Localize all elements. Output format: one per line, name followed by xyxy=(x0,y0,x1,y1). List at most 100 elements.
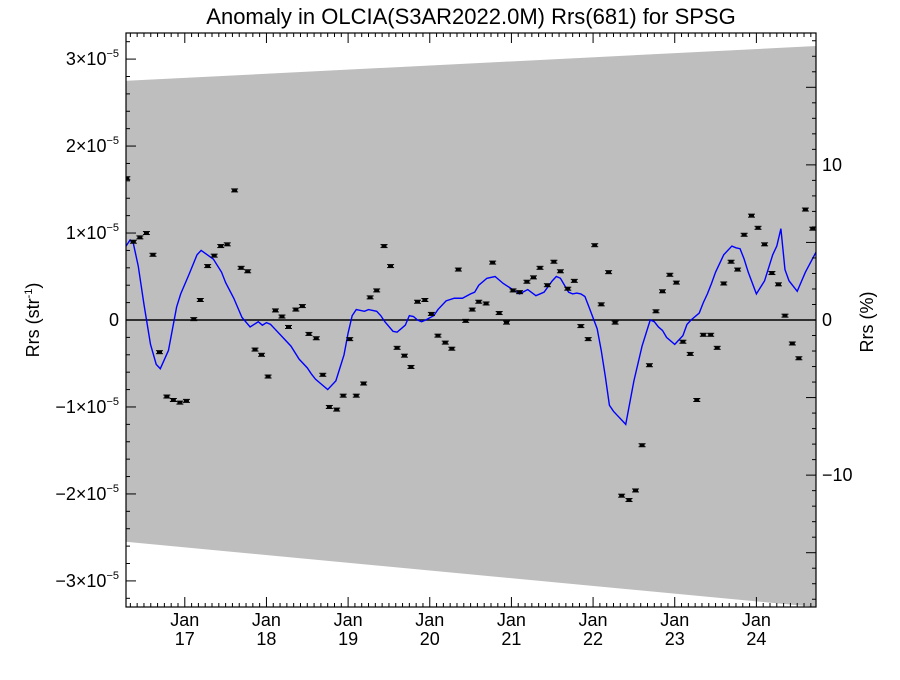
data-point xyxy=(407,364,415,369)
x-tick-label-month: Jan xyxy=(170,610,199,630)
data-point xyxy=(244,269,252,274)
data-point xyxy=(768,271,776,276)
data-point xyxy=(556,269,564,274)
data-point xyxy=(251,347,259,352)
chart-title: Anomaly in OLCIA(S3AR2022.0M) Rrs(681) f… xyxy=(206,4,735,29)
x-tick-label-month: Jan xyxy=(497,610,526,630)
data-point xyxy=(543,283,551,288)
data-point xyxy=(503,320,511,325)
y-tick-label: −3×10−5 xyxy=(55,570,119,591)
x-tick-label-year: 18 xyxy=(256,629,276,649)
x-tick-label-year: 19 xyxy=(338,629,358,649)
data-point xyxy=(529,275,537,280)
data-point xyxy=(393,345,401,350)
data-point xyxy=(809,226,816,231)
data-point xyxy=(136,235,144,240)
data-point xyxy=(720,281,728,286)
data-point xyxy=(734,267,742,272)
data-point xyxy=(754,225,762,230)
data-point xyxy=(210,253,218,258)
data-point xyxy=(516,290,524,295)
data-point xyxy=(325,404,333,409)
data-point xyxy=(577,324,585,329)
data-point xyxy=(284,324,292,329)
data-point xyxy=(264,374,272,379)
data-point xyxy=(693,398,701,403)
data-point xyxy=(632,488,640,493)
x-tick-label-year: 17 xyxy=(175,629,195,649)
y-tick-label: 2×10−5 xyxy=(66,135,119,156)
data-point xyxy=(454,267,462,272)
y-axis-left: 3×10−5 2×10−5 1×10−5 0 −1×10−5 −2×10−5 −3×10−5 xyxy=(55,41,136,599)
data-point xyxy=(591,243,599,248)
data-point xyxy=(366,295,374,300)
data-point xyxy=(625,498,633,503)
data-point xyxy=(666,272,674,277)
uncertainty-band xyxy=(126,46,816,607)
data-point xyxy=(536,265,544,270)
data-point xyxy=(713,345,721,350)
data-point xyxy=(658,289,666,294)
data-point xyxy=(475,299,483,304)
data-point xyxy=(352,393,360,398)
smoothed-anomaly-line xyxy=(126,228,816,426)
x-tick-label-year: 24 xyxy=(746,629,766,649)
data-point xyxy=(747,213,755,218)
y-axis-right: 10 0 −10 xyxy=(806,40,853,600)
data-point xyxy=(176,400,184,405)
data-point xyxy=(652,309,660,314)
data-point xyxy=(278,314,286,319)
data-point xyxy=(231,188,239,193)
data-point xyxy=(570,278,578,283)
data-point xyxy=(618,493,626,498)
data-point xyxy=(196,297,204,302)
data-point xyxy=(564,286,572,291)
data-point xyxy=(707,332,715,337)
y-tick-label: −2×10−5 xyxy=(55,483,119,504)
data-point xyxy=(163,394,171,399)
y2-tick-label: 0 xyxy=(822,310,832,330)
x-tick-label-year: 20 xyxy=(420,629,440,649)
data-point xyxy=(237,265,245,270)
data-point xyxy=(740,232,748,237)
data-point xyxy=(645,363,653,368)
data-point xyxy=(421,297,429,302)
data-point xyxy=(597,302,605,307)
data-point xyxy=(360,381,368,386)
y2-axis-label: Rrs (%) xyxy=(857,292,877,353)
data-point xyxy=(584,337,592,342)
data-point xyxy=(801,207,809,212)
data-point xyxy=(605,270,613,275)
data-point xyxy=(611,320,619,325)
x-tick-label-month: Jan xyxy=(742,610,771,630)
data-point xyxy=(427,311,435,316)
data-point xyxy=(298,304,306,309)
data-point xyxy=(699,332,707,337)
data-point xyxy=(149,252,157,257)
y2-tick-label: −10 xyxy=(822,465,853,485)
data-point xyxy=(271,308,279,313)
data-point xyxy=(672,280,680,285)
data-point xyxy=(319,372,327,377)
x-tick-label-year: 21 xyxy=(501,629,521,649)
data-point xyxy=(523,279,531,284)
data-point xyxy=(448,346,456,351)
data-point xyxy=(774,282,782,287)
data-point xyxy=(312,336,320,341)
data-point xyxy=(468,307,476,312)
data-point xyxy=(129,239,137,244)
data-point xyxy=(169,398,177,403)
data-point xyxy=(217,244,225,249)
y-tick-label: 3×10−5 xyxy=(66,48,119,69)
y-axis-label: Rrs (str-1) xyxy=(23,283,43,358)
plot-area xyxy=(126,46,816,607)
data-point xyxy=(182,398,190,403)
data-point xyxy=(761,242,769,247)
x-tick-label-year: 22 xyxy=(583,629,603,649)
x-tick-label-year: 23 xyxy=(665,629,685,649)
data-point xyxy=(795,356,803,361)
data-point xyxy=(387,264,395,269)
